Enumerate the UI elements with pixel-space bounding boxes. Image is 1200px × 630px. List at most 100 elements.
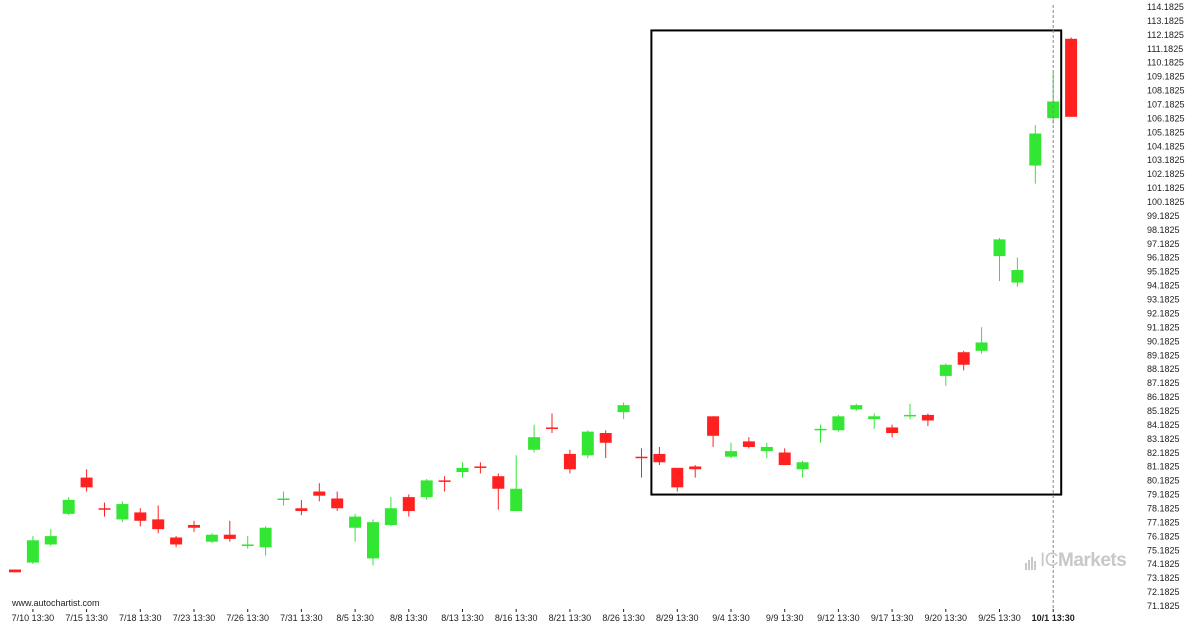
y-tick-label: 81.1825 — [1147, 462, 1180, 472]
brand-name-bold: Markets — [1058, 550, 1127, 571]
candle-body — [205, 534, 218, 542]
candle-body — [456, 467, 469, 473]
candle-body — [563, 453, 576, 470]
brand-bars-icon — [1025, 557, 1036, 570]
candle-body — [939, 364, 952, 376]
y-tick-label: 86.1825 — [1147, 392, 1180, 402]
x-tick-label: 9/20 13:30 — [925, 613, 968, 623]
candle-body — [1047, 101, 1060, 119]
candle-body — [904, 414, 916, 417]
x-tick-label: 7/10 13:30 — [12, 613, 55, 623]
y-tick-label: 88.1825 — [1147, 364, 1180, 374]
y-tick-label: 108.1825 — [1147, 86, 1185, 96]
y-tick-label: 85.1825 — [1147, 406, 1180, 416]
x-tick-label: 8/21 13:30 — [549, 613, 592, 623]
candle-body — [778, 452, 791, 466]
brand-logo: ICMarkets — [1040, 550, 1127, 572]
brand-name-light: IC — [1040, 550, 1059, 571]
x-tick-label: 7/31 13:30 — [280, 613, 323, 623]
candle-body — [742, 441, 755, 447]
y-tick-label: 87.1825 — [1147, 378, 1180, 388]
y-tick-label: 74.1825 — [1147, 559, 1180, 569]
x-tick-label: 8/13 13:30 — [441, 613, 484, 623]
candle-body — [581, 431, 594, 456]
candle-body — [349, 516, 362, 528]
y-tick-label: 113.1825 — [1147, 16, 1184, 26]
y-tick-label: 99.1825 — [1147, 211, 1180, 221]
y-tick-label: 72.1825 — [1147, 587, 1180, 597]
candle-body — [313, 491, 326, 496]
x-tick-label: 9/9 13:30 — [766, 613, 804, 623]
candle-body — [438, 480, 451, 482]
y-tick-label: 82.1825 — [1147, 448, 1180, 458]
candle-body — [957, 352, 970, 365]
candle-body — [116, 504, 129, 520]
candle-body — [402, 497, 415, 512]
candle-body — [223, 534, 236, 539]
candle-body — [725, 451, 737, 457]
candle-body — [546, 427, 558, 429]
y-tick-label: 97.1825 — [1147, 239, 1180, 249]
x-tick-label: 9/4 13:30 — [712, 613, 750, 623]
x-tick-label: 8/29 13:30 — [656, 613, 699, 623]
candle-body — [528, 437, 541, 450]
x-tick-label: 10/1 13:30 — [1032, 613, 1075, 623]
candle-body — [80, 477, 93, 488]
x-tick-label: 7/15 13:30 — [65, 613, 108, 623]
candle-body — [832, 416, 845, 431]
y-tick-label: 111.1825 — [1147, 44, 1183, 54]
candle-body — [331, 498, 344, 509]
candle-body — [707, 416, 720, 436]
y-tick-label: 94.1825 — [1147, 281, 1180, 291]
y-tick-label: 83.1825 — [1147, 434, 1180, 444]
y-tick-label: 75.1825 — [1147, 545, 1180, 555]
candle-body — [635, 456, 648, 459]
x-tick-label: 8/26 13:30 — [602, 613, 645, 623]
y-tick-label: 107.1825 — [1147, 100, 1185, 110]
candle-body — [152, 519, 165, 530]
candle-body — [617, 405, 630, 413]
candle-body — [760, 446, 773, 452]
x-tick-label: 7/18 13:30 — [119, 613, 162, 623]
x-tick-label: 7/26 13:30 — [226, 613, 269, 623]
y-tick-label: 112.1825 — [1147, 30, 1184, 40]
candle-body — [295, 508, 308, 512]
candle-body — [868, 416, 881, 420]
x-tick-label: 8/16 13:30 — [495, 613, 538, 623]
highlight-box-layer — [650, 29, 1063, 496]
y-tick-label: 106.1825 — [1147, 113, 1185, 123]
y-tick-label: 109.1825 — [1147, 72, 1185, 82]
candle-body — [510, 488, 523, 512]
candle-body — [420, 480, 433, 498]
highlight-box — [650, 29, 1063, 496]
y-tick-label: 100.1825 — [1147, 197, 1185, 207]
candle-body — [277, 498, 290, 500]
y-tick-label: 96.1825 — [1147, 253, 1180, 263]
y-tick-label: 114.1825 — [1147, 2, 1184, 12]
candle-body — [170, 537, 183, 545]
candle-body — [599, 433, 612, 443]
candle-body — [44, 536, 57, 545]
y-tick-label: 95.1825 — [1147, 267, 1180, 277]
y-tick-label: 101.1825 — [1147, 183, 1185, 193]
y-tick-label: 104.1825 — [1147, 141, 1185, 151]
candle-body — [671, 467, 684, 488]
candle-body — [9, 569, 21, 573]
candle-body — [188, 524, 200, 528]
y-tick-label: 92.1825 — [1147, 308, 1180, 318]
candle-body — [1065, 38, 1078, 117]
y-tick-label: 79.1825 — [1147, 490, 1180, 500]
candle-body — [367, 522, 379, 559]
source-watermark: www.autochartist.com — [12, 598, 100, 608]
candle-body — [134, 512, 147, 521]
y-tick-label: 71.1825 — [1147, 601, 1180, 611]
x-tick-label: 9/12 13:30 — [817, 613, 860, 623]
candle-body — [886, 427, 899, 434]
candle-body — [492, 476, 505, 489]
y-tick-label: 78.1825 — [1147, 503, 1180, 513]
candle-body — [850, 405, 863, 410]
candle-body — [975, 342, 988, 351]
y-tick-label: 89.1825 — [1147, 350, 1180, 360]
candle-body — [62, 499, 75, 514]
